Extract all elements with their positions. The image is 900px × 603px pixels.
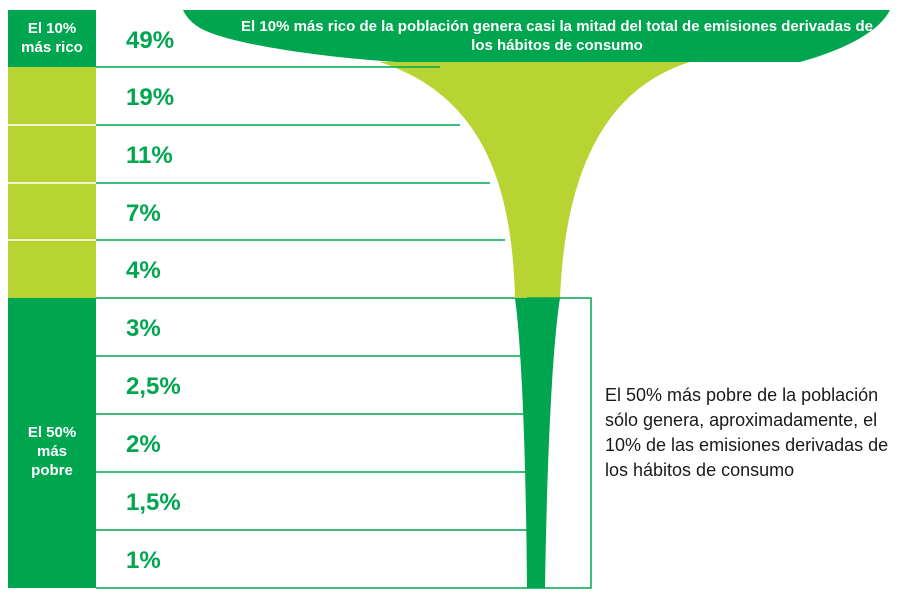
value-label: 7% — [126, 200, 161, 227]
value-label: 1% — [126, 547, 161, 574]
poor-outline-box — [527, 297, 592, 589]
label-rich-line2: más rico — [21, 39, 83, 56]
chart-title: El 10% más rico de la población genera c… — [241, 18, 873, 54]
poor-annotation: El 50% más pobre de la población sólo ge… — [605, 385, 889, 480]
label-poor-line1: El 50% — [27, 424, 77, 441]
group-bar-poor — [8, 298, 96, 588]
label-poor-line2: más — [36, 443, 68, 460]
label-rich: El 10% más rico — [8, 19, 96, 57]
label-poor: El 50% más pobre — [8, 423, 96, 480]
value-label: 2% — [126, 431, 161, 458]
value-label: 49% — [126, 27, 174, 54]
middle-separators — [8, 124, 96, 241]
label-poor-line3: pobre — [31, 462, 73, 479]
funnel-stem — [515, 298, 560, 588]
funnel-top-dark — [183, 10, 890, 62]
value-labels: 49% 19% 11% 7% 4% 3% 2,5% 2% 1,5% 1% — [126, 27, 181, 574]
value-label: 3% — [126, 315, 161, 342]
value-label: 2,5% — [126, 373, 181, 400]
value-label: 19% — [126, 84, 174, 111]
group-bar-rich — [8, 10, 96, 67]
row-frames — [96, 66, 527, 589]
value-label: 1,5% — [126, 489, 181, 516]
funnel-lime — [380, 62, 690, 298]
value-label: 11% — [126, 142, 173, 169]
label-rich-line1: El 10% — [27, 20, 77, 37]
value-label: 4% — [126, 257, 161, 284]
